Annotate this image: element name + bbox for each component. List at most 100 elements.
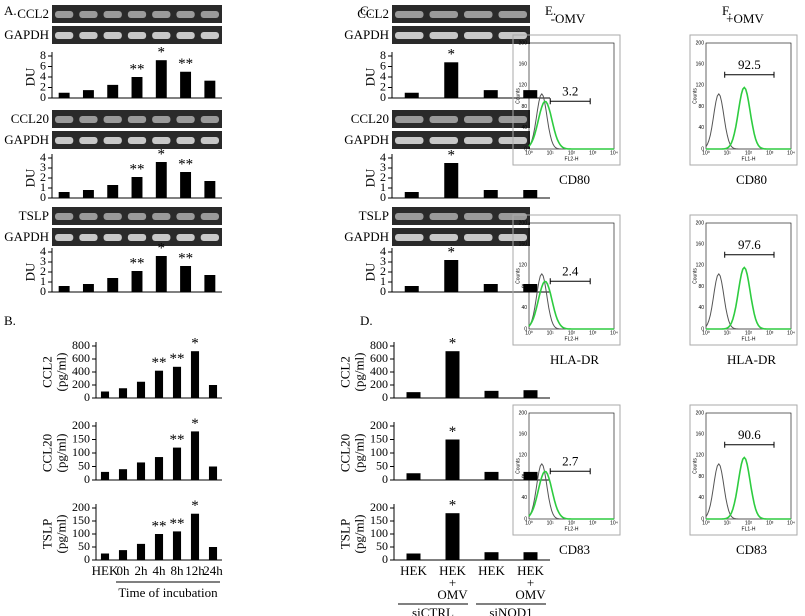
bar: [136, 462, 146, 480]
bar: [204, 181, 216, 198]
bar: [523, 471, 538, 480]
bar: [154, 457, 164, 480]
y-tick-label: 0: [382, 472, 388, 486]
gel-band: [464, 32, 493, 39]
gel-label: CCL2: [357, 6, 389, 21]
isotype-curve: [528, 463, 614, 520]
gel-band: [55, 234, 74, 241]
gel-band: [152, 234, 171, 241]
bar: [131, 271, 143, 292]
gel-band: [55, 11, 74, 18]
gel-label: TSLP: [19, 208, 49, 223]
y-tick-label: 3: [40, 160, 46, 174]
bar: [131, 177, 143, 198]
flow-y-tick: 0: [524, 146, 527, 152]
flow-y-tick: 160: [519, 432, 528, 438]
flow-x-label: FL2-H: [565, 156, 579, 162]
flow-x-tick: 10²: [568, 330, 576, 336]
y-tick-label: 2: [380, 79, 386, 93]
marker-label: CD80: [559, 172, 590, 187]
gel-band: [176, 116, 195, 123]
gel-label: GAPDH: [4, 229, 49, 244]
plot-frame: [689, 404, 798, 536]
gel-label: GAPDH: [4, 132, 49, 147]
gate-percent: 3.2: [562, 83, 578, 98]
y-tick-label: 400: [370, 364, 388, 378]
y-axis-label: (pg/ml): [351, 515, 366, 554]
flow-x-label: FL1-H: [742, 156, 756, 162]
bar: [154, 370, 164, 398]
x-tick-label: HEK: [92, 563, 119, 578]
bar: [445, 439, 460, 480]
y-tick-label: 50: [376, 458, 388, 472]
gel-band: [79, 11, 98, 18]
flow-x-tick: 10³: [766, 150, 774, 156]
y-tick-label: 0: [40, 284, 46, 298]
bar: [444, 260, 459, 292]
condition-label: -OMV: [551, 11, 586, 26]
y-axis-label: DU: [22, 262, 37, 281]
gel-label: GAPDH: [4, 27, 49, 42]
gel-band: [200, 116, 219, 123]
gel-band: [200, 234, 219, 241]
bar: [58, 192, 70, 198]
flow-y-tick: 200: [519, 410, 528, 416]
gel-band: [176, 11, 195, 18]
significance-mark: *: [449, 424, 457, 440]
flow-x-tick: 10⁰: [525, 330, 533, 336]
gel-band: [429, 234, 458, 241]
x-axis-label: Time of incubation: [118, 585, 218, 600]
gel-band: [79, 32, 98, 39]
bar: [523, 284, 538, 292]
significance-mark: *: [158, 240, 166, 256]
gel-band: [79, 137, 98, 144]
plot-frame: [512, 34, 621, 166]
y-tick-label: 4: [380, 244, 386, 258]
gel-band: [464, 116, 493, 123]
bar: [404, 286, 419, 292]
y-axis-label: DU: [362, 262, 377, 281]
x-tick-label: OMV: [437, 587, 468, 602]
flow-y-tick: 200: [519, 40, 528, 46]
panel-label: D.: [360, 313, 373, 328]
bar: [523, 190, 538, 198]
flow-x-tick: 10³: [766, 330, 774, 336]
gate-bar: [549, 98, 591, 105]
y-tick-label: 3: [380, 254, 386, 268]
stained-curve: [528, 100, 614, 150]
gate-bar: [549, 278, 591, 285]
flow-y-tick: 120: [519, 453, 528, 459]
y-axis-label: TSLP: [337, 519, 352, 549]
bar: [131, 77, 143, 98]
gel-band: [464, 137, 493, 144]
y-axis-label: TSLP: [39, 519, 54, 549]
significance-mark: *: [449, 336, 457, 352]
significance-mark: **: [178, 156, 193, 172]
gate-percent: 2.7: [562, 453, 579, 468]
bar: [406, 392, 421, 398]
y-axis-label: DU: [362, 67, 377, 86]
y-axis-label: (pg/ml): [351, 353, 366, 392]
plot-frame: [689, 34, 798, 166]
bar: [445, 351, 460, 398]
flow-x-label: FL1-H: [742, 336, 756, 342]
gel-band: [395, 137, 424, 144]
gel-label: GAPDH: [344, 229, 389, 244]
panel-label: B.: [4, 313, 16, 328]
bar: [404, 192, 419, 198]
group-label: siNOD1: [489, 605, 532, 616]
gel-band: [103, 32, 122, 39]
flow-y-tick: 40: [698, 305, 704, 311]
y-tick-label: 4: [40, 244, 46, 258]
bar: [484, 552, 499, 560]
y-tick-label: 150: [370, 513, 388, 527]
gel-band: [395, 213, 424, 220]
gel-strip: [392, 5, 530, 23]
gel-band: [200, 137, 219, 144]
x-tick-label: +: [449, 575, 456, 590]
plot-frame: [689, 214, 798, 346]
flow-y-tick: 80: [521, 284, 527, 290]
y-tick-label: 50: [78, 539, 90, 553]
significance-mark: **: [178, 56, 193, 72]
flow-y-tick: 120: [519, 83, 528, 89]
